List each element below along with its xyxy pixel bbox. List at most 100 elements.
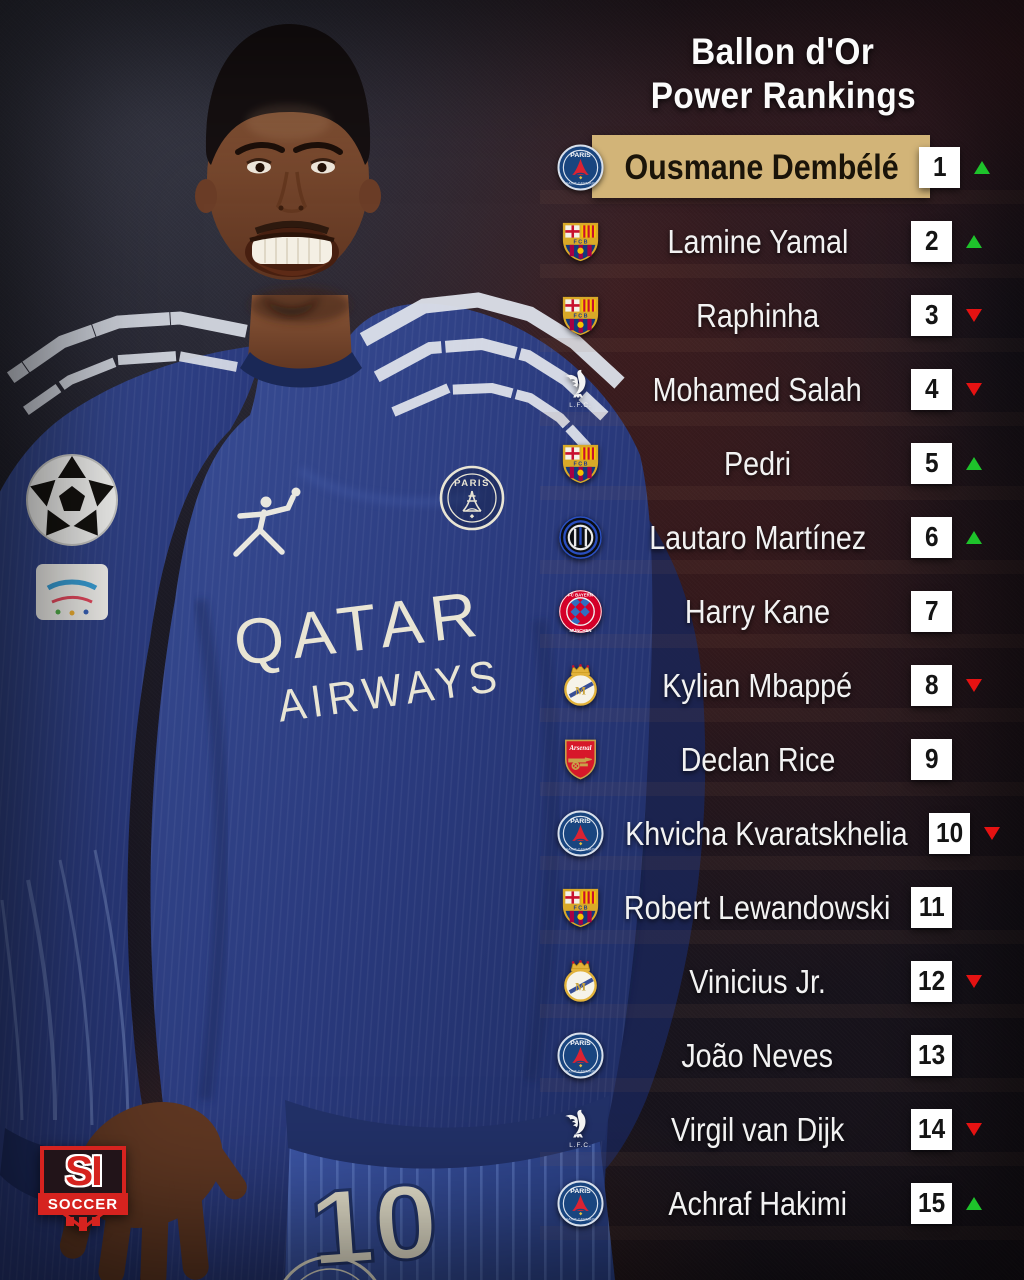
psg-crest-icon: PARIS SAINT-GERMAIN [557, 809, 604, 857]
trend-down-icon [964, 975, 984, 988]
svg-text:PARIS: PARIS [570, 152, 591, 159]
trend-down-icon [964, 383, 984, 396]
inter-crest-icon [557, 514, 604, 561]
svg-text:PARIS: PARIS [454, 478, 490, 489]
svg-text:PARIS: PARIS [570, 818, 591, 825]
ucl-starball-patch [26, 454, 118, 546]
trend-up-icon [964, 1197, 984, 1210]
player-name: Khvicha Kvaratskhelia [625, 814, 908, 852]
barcelona-crest-icon: F C B [557, 292, 604, 339]
ranking-row: FC BAYERN MÜNCHEN Harry Kane 7 [545, 574, 1007, 648]
realmadrid-crest-icon: M [557, 958, 604, 1005]
rank-number-box: 9 [911, 738, 952, 780]
barcelona-crest-icon: F C B [557, 440, 604, 487]
svg-text:PARIS: PARIS [570, 1040, 591, 1047]
player-name: Lamine Yamal [667, 222, 848, 260]
ranking-row: PARIS SAINT-GERMAIN João Neves 13 [545, 1018, 1007, 1092]
arsenal-crest-icon: Arsenal [557, 736, 604, 783]
svg-text:F C B: F C B [573, 905, 587, 911]
player-head [195, 24, 381, 316]
si-wordmark: SI [65, 1147, 103, 1194]
svg-text:M: M [575, 684, 586, 697]
svg-text:Arsenal: Arsenal [568, 745, 591, 752]
svg-text:M: M [575, 980, 586, 993]
trend-up-icon [964, 531, 984, 544]
rank-number-box: 3 [911, 294, 952, 336]
player-name: Vinicius Jr. [689, 962, 826, 1000]
player-name: Lautaro Martínez [648, 518, 867, 556]
barcelona-crest-icon: F C B [557, 884, 604, 931]
player-name: Mohamed Salah [652, 370, 863, 408]
rank-number-box: 14 [911, 1108, 952, 1150]
player-name: Harry Kane [684, 592, 831, 630]
svg-text:SAINT-GERMAIN: SAINT-GERMAIN [566, 847, 596, 851]
si-soccer-logo: SI SOCCER [38, 1146, 128, 1242]
svg-text:PARIS: PARIS [570, 1188, 591, 1195]
svg-text:SAINT-GERMAIN: SAINT-GERMAIN [566, 181, 596, 185]
rank-number-box: 12 [911, 960, 952, 1002]
player-name: Virgil van Dijk [670, 1110, 845, 1148]
svg-text:SAINT-GERMAIN: SAINT-GERMAIN [566, 1069, 596, 1073]
player-name: João Neves [681, 1036, 834, 1074]
player-name: Achraf Hakimi [668, 1184, 847, 1222]
rank-number-box: 8 [911, 664, 952, 706]
si-fringe-bars [40, 1217, 126, 1231]
uefa-foundation-patch [36, 564, 108, 620]
trend-down-icon [982, 827, 1002, 840]
trend-up-icon [964, 235, 984, 248]
rank-number-box: 5 [911, 442, 952, 484]
rank-number-box: 1 [919, 146, 961, 188]
psg-crest-icon: PARIS SAINT-GERMAIN [557, 1031, 604, 1079]
player-name: Ousmane Dembélé [624, 147, 899, 187]
ranking-row: M Kylian Mbappé 8 [545, 648, 1007, 722]
jumpman-icon [233, 487, 301, 557]
barcelona-crest-icon: F C B [557, 218, 604, 265]
ranking-row: PARIS SAINT-GERMAIN Achraf Hakimi 15 [545, 1166, 1007, 1240]
ranking-row: PARIS SAINT-GERMAIN Ousmane Dembélé 1 [545, 130, 1007, 204]
rankings-list: PARIS SAINT-GERMAIN Ousmane Dembélé 1 F C… [545, 130, 1007, 1240]
title-line-2: Power Rankings [650, 75, 916, 116]
rank-number-box: 13 [911, 1034, 952, 1076]
liverpool-crest-icon: L.F.C. [557, 366, 604, 413]
rankings-panel: Ballon d'Or Power Rankings PARIS SAINT-GE… [545, 0, 1007, 1280]
psg-crest-icon: PARIS SAINT-GERMAIN [557, 143, 604, 191]
rankings-title: Ballon d'Or Power Rankings [545, 30, 1007, 118]
psg-crest-icon: PARIS SAINT-GERMAIN [557, 1179, 604, 1227]
shorts-number: 10 [306, 1162, 442, 1280]
svg-text:F C B: F C B [573, 239, 587, 245]
player-name: Raphinha [696, 296, 819, 334]
ranking-row: F C B Robert Lewandowski 11 [545, 870, 1007, 944]
chest-crest-icon: PARIS [439, 465, 505, 531]
rank-number-box: 7 [911, 590, 952, 632]
shoulder-pattern-right [359, 292, 625, 452]
realmadrid-crest-icon: M [557, 662, 604, 709]
svg-text:MÜNCHEN: MÜNCHEN [570, 627, 592, 632]
svg-text:SAINT-GERMAIN: SAINT-GERMAIN [566, 1217, 596, 1221]
ranking-row: L.F.C. Virgil van Dijk 14 [545, 1092, 1007, 1166]
trend-up-icon [964, 457, 984, 470]
ranking-row: L.F.C. Mohamed Salah 4 [545, 352, 1007, 426]
svg-text:FC BAYERN: FC BAYERN [568, 592, 593, 597]
rank-number-box: 4 [911, 368, 952, 410]
shorts-crest-partial [283, 1255, 377, 1280]
player-name: Robert Lewandowski [624, 888, 891, 926]
title-line-1: Ballon d'Or [691, 31, 875, 72]
svg-text:F C B: F C B [573, 461, 587, 467]
bayern-crest-icon: FC BAYERN MÜNCHEN [557, 588, 604, 635]
ranking-row: PARIS SAINT-GERMAIN Khvicha Kvaratskhelia… [545, 796, 1007, 870]
rank-number-box: 10 [928, 812, 970, 854]
svg-text:F C B: F C B [573, 313, 587, 319]
ranking-row: F C B Raphinha 3 [545, 278, 1007, 352]
rank-number-box: 6 [911, 516, 952, 558]
svg-text:L.F.C.: L.F.C. [569, 402, 592, 409]
ranking-row: Lautaro Martínez 6 [545, 500, 1007, 574]
ranking-row: F C B Lamine Yamal 2 [545, 204, 1007, 278]
trend-down-icon [964, 1123, 984, 1136]
rank-number-box: 2 [911, 220, 952, 262]
player-name: Pedri [723, 444, 792, 482]
rank-number-box: 15 [911, 1182, 952, 1224]
ranking-row: M Vinicius Jr. 12 [545, 944, 1007, 1018]
ranking-row: Arsenal Declan Rice 9 [545, 722, 1007, 796]
trend-down-icon [964, 309, 984, 322]
